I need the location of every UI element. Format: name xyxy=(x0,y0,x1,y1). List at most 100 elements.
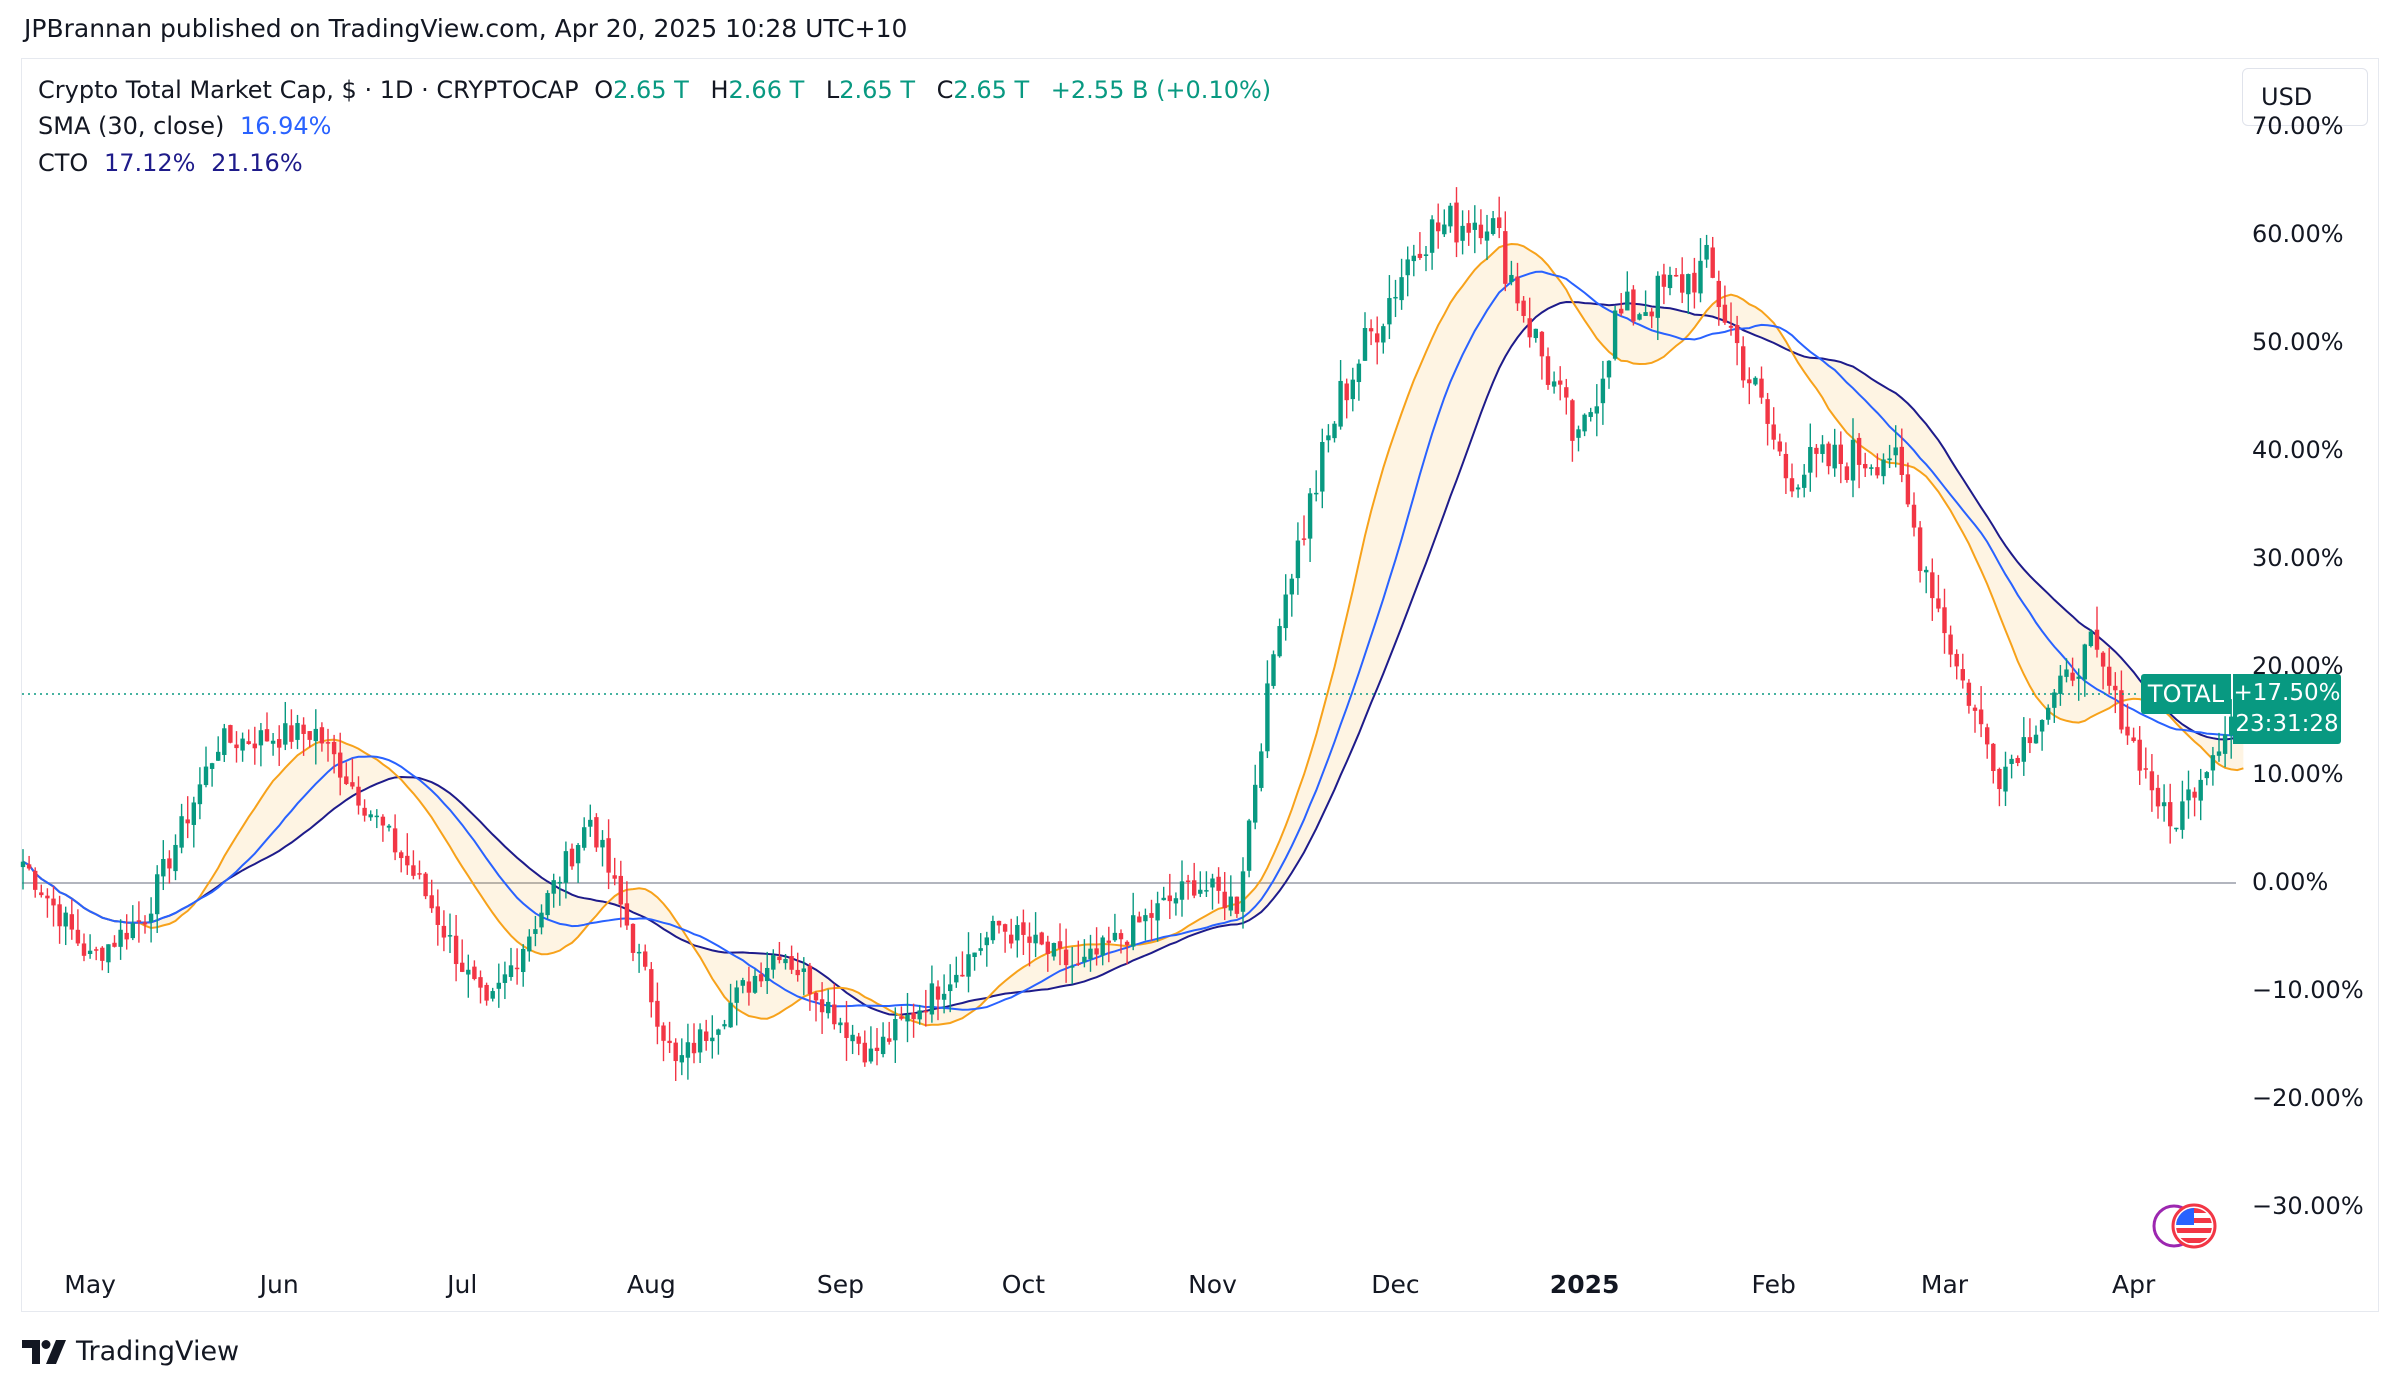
candle-down xyxy=(643,951,648,967)
candle-down xyxy=(2107,666,2112,686)
candle-down xyxy=(1368,328,1374,332)
candle-down xyxy=(75,929,81,944)
candle-down xyxy=(1558,380,1563,385)
candle-down xyxy=(1771,424,1776,440)
candle-up xyxy=(990,920,996,941)
candle-up xyxy=(203,766,209,786)
x-tick-label: Dec xyxy=(1371,1270,1420,1299)
candle-up xyxy=(1423,254,1429,256)
candle-down xyxy=(606,838,611,873)
candle-down xyxy=(1515,276,1520,304)
currency-flag-icon[interactable] xyxy=(2148,1200,2222,1252)
tradingview-logo[interactable]: TradingView xyxy=(22,1336,239,1367)
candle-up xyxy=(1338,380,1343,427)
candle-down xyxy=(856,1036,861,1044)
candle-down xyxy=(301,724,306,734)
candle-up xyxy=(563,851,569,883)
x-tick-label: May xyxy=(64,1270,116,1299)
candle-down xyxy=(1118,933,1124,940)
candle-up xyxy=(1356,363,1362,383)
candle-up xyxy=(63,912,68,927)
candle-up xyxy=(1155,903,1160,921)
x-tick-label: Sep xyxy=(816,1270,864,1299)
ohlc-close-label: C xyxy=(936,76,954,104)
candle-down xyxy=(1728,325,1734,328)
candle-up xyxy=(1198,889,1203,894)
candle-down xyxy=(1649,311,1654,317)
currency-button[interactable]: USD xyxy=(2242,68,2368,126)
chart-panel[interactable] xyxy=(21,58,2379,1312)
candle-down xyxy=(1167,895,1172,902)
candle-down xyxy=(472,966,477,979)
y-tick-label: −10.00% xyxy=(2252,976,2364,1004)
candle-down xyxy=(1747,379,1752,384)
candle-down xyxy=(94,949,99,951)
candle-up xyxy=(490,991,495,999)
candle-down xyxy=(417,873,422,875)
candle-up xyxy=(527,936,532,952)
candle-up xyxy=(2161,802,2167,807)
candle-down xyxy=(167,858,172,869)
candle-up xyxy=(1240,871,1246,912)
candle-down xyxy=(429,895,434,909)
x-tick-label: 2025 xyxy=(1549,1270,1620,1299)
candle-down xyxy=(1454,202,1459,243)
tradingview-logo-text: TradingView xyxy=(76,1336,240,1367)
candle-down xyxy=(862,1042,867,1063)
candle-up xyxy=(697,1029,703,1053)
candle-up xyxy=(118,929,123,947)
x-tick-label: Nov xyxy=(1188,1270,1237,1299)
candle-up xyxy=(1551,381,1557,387)
candle-down xyxy=(45,895,50,899)
candle-up xyxy=(87,950,93,955)
candle-down xyxy=(1497,217,1502,229)
sma-value: 16.94% xyxy=(239,112,332,140)
candle-down xyxy=(124,932,129,940)
candle-up xyxy=(1088,948,1093,960)
candle-down xyxy=(1009,934,1014,944)
candle-up xyxy=(1332,423,1337,439)
candle-up xyxy=(1887,458,1892,461)
candle-up xyxy=(1210,878,1215,888)
candle-down xyxy=(1917,527,1923,571)
candle-up xyxy=(1448,205,1453,227)
candle-up xyxy=(801,968,806,972)
candle-down xyxy=(1021,922,1026,935)
candle-up xyxy=(2039,719,2045,732)
candle-down xyxy=(1875,467,1880,476)
candle-down xyxy=(1997,768,2002,790)
candle-down xyxy=(1137,916,1142,923)
candle-up xyxy=(368,814,373,818)
candle-up xyxy=(984,937,989,946)
tradingview-logo-icon xyxy=(22,1339,66,1364)
candle-up xyxy=(972,952,977,957)
candle-down xyxy=(874,1047,880,1051)
candle-down xyxy=(630,923,636,953)
candle-up xyxy=(1698,260,1703,294)
candle-up xyxy=(1667,274,1673,289)
candle-down xyxy=(1960,669,1965,681)
candle-up xyxy=(1850,439,1856,481)
candle-up xyxy=(1228,896,1233,911)
candle-down xyxy=(51,898,56,906)
candle-up xyxy=(752,975,758,993)
candle-down xyxy=(1631,289,1636,322)
candle-down xyxy=(795,969,800,976)
candle-up xyxy=(1588,412,1593,417)
candle-up xyxy=(1362,327,1368,361)
candle-down xyxy=(1734,325,1740,344)
candle-up xyxy=(1832,444,1837,469)
candle-up xyxy=(1161,897,1166,901)
candle-up xyxy=(1655,275,1660,318)
ohlc-low: 2.65 T xyxy=(839,76,916,104)
candle-up xyxy=(1314,492,1319,495)
candle-down xyxy=(2149,771,2155,791)
legend-cto-row[interactable]: CTO 17.12% 21.16% xyxy=(38,149,311,177)
x-tick-label: Oct xyxy=(1001,1270,1046,1299)
candle-down xyxy=(81,943,87,956)
legend-symbol[interactable]: Crypto Total Market Cap, $ · 1D · CRYPTO… xyxy=(38,76,579,104)
candle-down xyxy=(1002,924,1008,932)
legend-sma-row[interactable]: SMA (30, close) 16.94% xyxy=(38,112,339,140)
candle-up xyxy=(130,923,135,939)
